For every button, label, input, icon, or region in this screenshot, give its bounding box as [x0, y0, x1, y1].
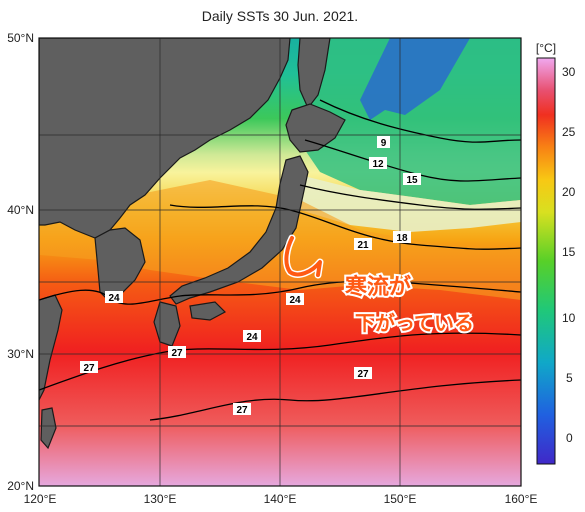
- contour-label: 24: [246, 332, 258, 343]
- lat-tick: 40°N: [7, 203, 34, 217]
- map-frame: [38, 37, 522, 487]
- contour-label: 21: [357, 240, 369, 251]
- colorbar-tick: 15: [562, 245, 576, 259]
- isotherm-contours: [39, 99, 521, 421]
- lat-tick: 20°N: [7, 479, 34, 493]
- contour-labels: 9 12 15 18 21 24 24 24 27 27 27 27: [80, 136, 421, 416]
- handwritten-annotation: 寒流が 下がっている: [282, 234, 476, 337]
- contour-label: 27: [236, 405, 248, 416]
- colorbar-scale: [536, 57, 556, 465]
- lon-tick: 120°E: [24, 492, 57, 506]
- lat-tick: 30°N: [7, 347, 34, 361]
- contour-label: 27: [171, 348, 183, 359]
- contour-label: 27: [357, 369, 369, 380]
- contour-label: 24: [289, 295, 301, 306]
- lon-tick: 130°E: [144, 492, 177, 506]
- map-title: Daily SSTs 30 Jun. 2021.: [201, 8, 359, 24]
- colorbar-tick: 20: [562, 185, 576, 199]
- lon-tick: 160°E: [505, 492, 538, 506]
- lat-axis: 50°N 40°N 30°N 20°N: [7, 31, 34, 493]
- contour-label: 24: [108, 293, 120, 304]
- colorbar-tick: 5: [566, 371, 573, 385]
- colorbar-unit: [°C]: [536, 41, 556, 55]
- lat-tick: 50°N: [7, 31, 34, 45]
- colorbar-tick: 30: [562, 65, 576, 79]
- lon-tick: 150°E: [384, 492, 417, 506]
- lon-tick: 140°E: [264, 492, 297, 506]
- contour-label: 12: [372, 159, 384, 170]
- contour-label: 15: [406, 175, 418, 186]
- contour-label: 18: [396, 233, 408, 244]
- cold-core-region: [360, 38, 470, 120]
- colorbar-tick: 25: [562, 125, 576, 139]
- colorbar: [°C] 30 25 20 15 10 5 0: [536, 41, 576, 465]
- cold-water-region: [300, 38, 521, 205]
- graticule: [39, 38, 521, 486]
- colorbar-ticks: 30 25 20 15 10 5 0: [562, 65, 576, 445]
- contour-label-9: 9: [377, 136, 390, 149]
- colorbar-tick: 0: [566, 431, 573, 445]
- contour-label: 9: [381, 138, 387, 149]
- arrow-stroke: [284, 236, 322, 277]
- colorbar-tick: 10: [562, 311, 576, 325]
- landmass: [39, 38, 346, 450]
- annotation-line-1: 寒流が: [345, 274, 411, 300]
- contour-label: 27: [83, 363, 95, 374]
- annotation-line-2: 下がっている: [355, 311, 474, 335]
- lon-axis: 120°E 130°E 140°E 150°E 160°E: [24, 492, 538, 506]
